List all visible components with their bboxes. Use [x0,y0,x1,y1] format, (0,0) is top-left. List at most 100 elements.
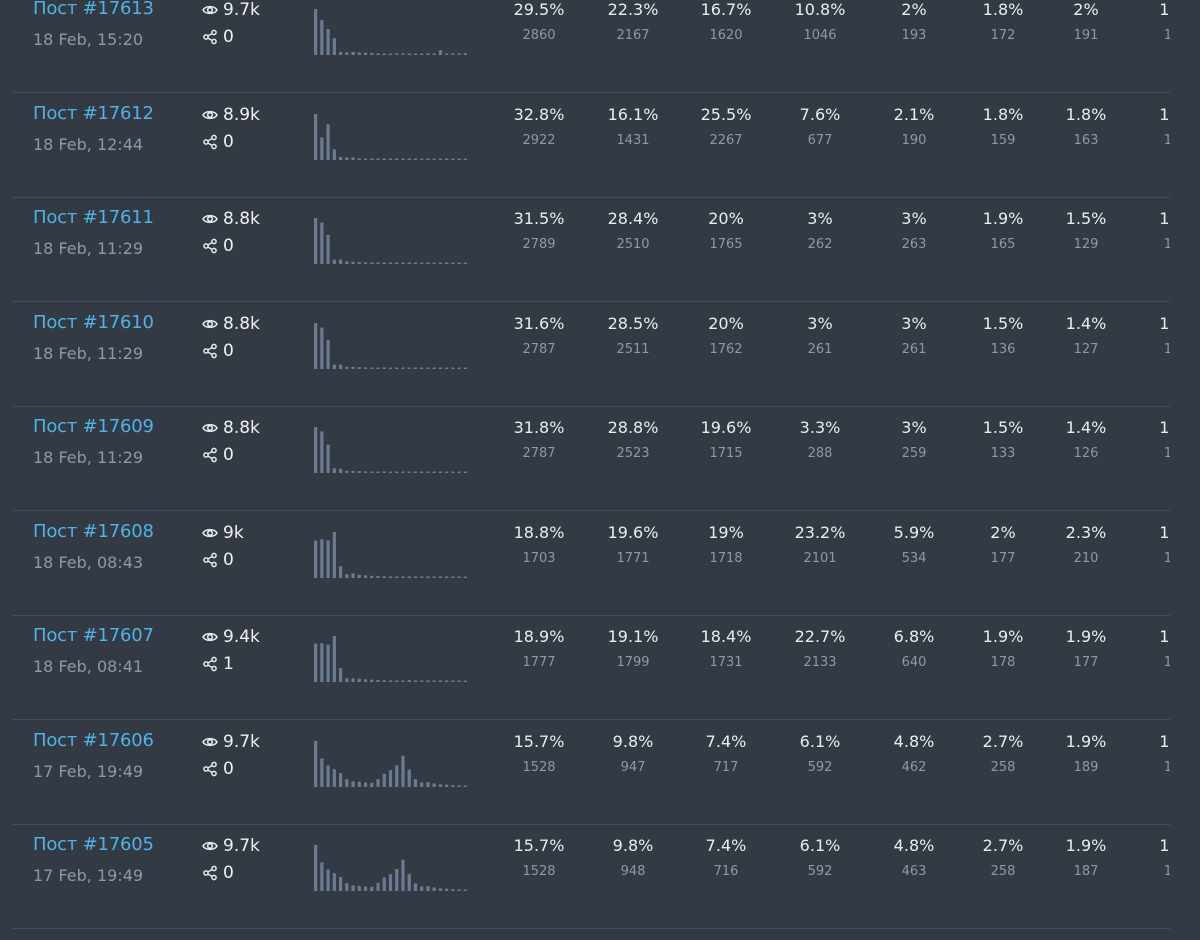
chart-bar [407,471,411,473]
stat-cell: 4.8% 463 [874,836,954,879]
stat-percent: 1.9% [1065,731,1107,751]
post-link[interactable]: Пост #17609 [33,416,154,437]
mini-bar-chart [314,427,467,473]
stat-count: 1777 [522,655,556,670]
stat-count: 16 [1163,655,1170,670]
row-divider [12,614,1170,616]
share-icon [203,656,217,672]
chart-bar [395,471,399,473]
chart-bar [332,468,336,473]
stat-percent: 32.8% [513,104,565,124]
stat-cell: 1.7 16 [1132,836,1170,879]
stat-count: 165 [990,237,1016,252]
stat-count: 177 [1073,655,1099,670]
chart-bar [357,52,361,55]
chart-bar [314,322,318,369]
stat-count: 15 [1163,550,1170,566]
stat-count: 2133 [803,655,837,670]
shares-value: 0 [223,236,234,256]
chart-bar [463,889,467,891]
shares-value: 0 [223,758,234,779]
post-link[interactable]: Пост #17608 [33,520,154,542]
chart-bar [426,53,430,55]
chart-bar [445,576,449,578]
stat-count: 191 [1073,28,1099,43]
chart-bar [363,781,368,787]
share-icon [203,134,217,149]
stat-percent: 1.8 [1159,731,1170,751]
chart-bar [382,471,386,473]
shares-count: 0 [202,236,234,256]
post-link[interactable]: Пост #17610 [33,311,154,333]
stat-cell: 1.8% 172 [963,0,1043,43]
chart-bar [357,678,361,682]
chart-bar [332,259,336,264]
stat-count: 2860 [522,28,556,43]
stat-cell: 6.1% 592 [780,732,860,775]
post-link[interactable]: Пост #17611 [33,207,154,228]
stat-count: 16 [1163,864,1170,879]
stat-count: 177 [990,550,1016,566]
post-link[interactable]: Пост #17607 [33,625,154,646]
chart-bar [420,53,424,55]
stat-percent: 18.9% [513,627,565,646]
chart-bar [457,576,461,578]
chart-bar [451,53,455,55]
eye-icon [202,737,218,746]
chart-bar [388,575,393,578]
post-row: Пост #17605 17 Feb, 19:49 9.7k 0 15.7% 1528 9.… [12,825,1170,929]
stat-cell: 20% 1762 [686,314,766,357]
chart-bar [413,53,418,55]
stat-percent: 2.1% [893,104,935,124]
stat-cell: 18.4% 1731 [686,627,766,670]
share-icon [203,761,217,776]
chart-bar [407,576,411,578]
chart-bar [338,156,343,160]
post-date: 18 Feb, 08:41 [33,657,144,676]
chart-bar [420,886,424,891]
chart-bar [420,680,424,682]
post-link[interactable]: Пост #17612 [33,102,154,124]
stat-count: 261 [901,341,927,357]
chart-bar [401,859,405,891]
stat-percent: 6.8% [893,627,935,646]
stat-percent: 19.6% [607,522,659,542]
chart-bar [401,158,405,160]
stat-cell: 9.8% 947 [593,732,673,775]
chart-bar [382,680,386,682]
views-count: 8.8k [202,418,260,438]
post-link[interactable]: Пост #17606 [33,729,154,751]
chart-bar [407,680,411,682]
shares-value: 0 [223,445,234,465]
mini-bar-chart [314,740,467,787]
stat-percent: 1.9% [1065,836,1107,855]
chart-bar [376,471,380,473]
stat-cell: 15.7% 1528 [499,836,579,879]
chart-bar [370,886,374,891]
stat-cell: 31.8% 2787 [499,418,579,461]
chart-bar [363,574,368,578]
stat-cell: 2.7% 258 [963,836,1043,879]
stat-cell: 6.1% 592 [780,836,860,879]
stat-count: 126 [1073,446,1099,461]
eye-icon [202,423,218,433]
mini-bar-chart [314,218,467,264]
post-link[interactable]: Пост #17605 [33,834,154,855]
stat-count: 677 [807,132,833,148]
chart-bar [345,157,349,160]
chart-bar [432,262,436,264]
chart-bar [438,783,443,787]
chart-bar [401,262,405,264]
stat-cell: 2.7% 258 [963,732,1043,775]
post-link[interactable]: Пост #17613 [33,0,154,19]
chart-bar [420,367,424,369]
stat-cell: 15.7% 1528 [499,732,579,775]
stat-cell: 1.5% 129 [1046,209,1126,252]
stat-count: 159 [990,132,1016,148]
stat-percent: 5.9% [893,522,935,542]
chart-bar [445,680,449,682]
chart-bar [432,53,436,55]
chart-bar [314,740,318,787]
stat-count: 1046 [803,28,837,43]
stat-count: 2510 [616,237,650,252]
